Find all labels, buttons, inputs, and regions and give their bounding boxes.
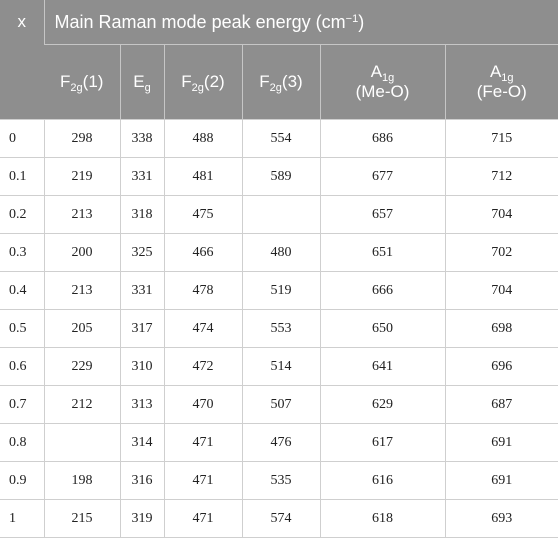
- table-cell: 641: [319, 347, 445, 386]
- table-cell: 616: [319, 461, 445, 500]
- table-cell: 481: [163, 157, 242, 196]
- row-x-value: 1: [0, 499, 44, 538]
- table-cell: 213: [43, 271, 120, 310]
- table-cell: 198: [43, 461, 120, 500]
- table-row: 0.3 200 325 466 480 651 702: [0, 233, 558, 272]
- table-row: 0.1 219 331 481 589 677 712: [0, 157, 558, 196]
- table-cell: 677: [319, 157, 445, 196]
- table-cell: 470: [163, 385, 242, 424]
- header-f2g-1: F2g(1): [44, 44, 120, 120]
- table-cell: 657: [319, 195, 445, 234]
- table-cell: 310: [119, 347, 164, 386]
- table-cell: 331: [119, 157, 164, 196]
- table-cell: [43, 423, 120, 462]
- table-cell: 691: [444, 461, 558, 500]
- table-cell: 318: [119, 195, 164, 234]
- row-x-value: 0.7: [0, 385, 44, 424]
- table-cell: 666: [319, 271, 445, 310]
- row-x-value: 0.2: [0, 195, 44, 234]
- header-a1g-fe-o: A1g (Fe-O): [444, 44, 558, 120]
- table-cell: 507: [241, 385, 320, 424]
- row-x-value: 0.6: [0, 347, 44, 386]
- table-cell: 313: [119, 385, 164, 424]
- row-x-value: 0.1: [0, 157, 44, 196]
- row-x-value: 0: [0, 119, 44, 158]
- table-cell: [241, 195, 320, 234]
- table-cell: 475: [163, 195, 242, 234]
- row-x-value: 0.9: [0, 461, 44, 500]
- table-cell: 212: [43, 385, 120, 424]
- table-cell: 693: [444, 499, 558, 538]
- header-x: x: [0, 0, 44, 120]
- table-header: x Main Raman mode peak energy (cm−1) F2g…: [0, 0, 558, 120]
- row-x-value: 0.5: [0, 309, 44, 348]
- table-cell: 618: [319, 499, 445, 538]
- table-cell: 338: [119, 119, 164, 158]
- table-cell: 702: [444, 233, 558, 272]
- header-a1g-me-o: A1g (Me-O): [319, 44, 445, 120]
- table-row: 0.4 213 331 478 519 666 704: [0, 271, 558, 310]
- table-cell: 686: [319, 119, 445, 158]
- table-cell: 471: [163, 461, 242, 500]
- header-f2g-3: F2g(3): [241, 44, 320, 120]
- table-cell: 478: [163, 271, 242, 310]
- table-cell: 535: [241, 461, 320, 500]
- table-cell: 488: [163, 119, 242, 158]
- table-cell: 215: [43, 499, 120, 538]
- table-cell: 213: [43, 195, 120, 234]
- table-cell: 298: [43, 119, 120, 158]
- table-body: 0 298 338 488 554 686 715 0.1 219 331 481 589 677 712…: [0, 119, 558, 538]
- table-row: 1 215 319 471 574 618 693: [0, 499, 558, 538]
- table-row: 0.7 212 313 470 507 629 687: [0, 385, 558, 424]
- table-row: 0.9 198 316 471 535 616 691: [0, 461, 558, 500]
- table-cell: 480: [241, 233, 320, 272]
- table-cell: 331: [119, 271, 164, 310]
- table-title: Main Raman mode peak energy (cm−1): [43, 0, 558, 45]
- table-cell: 519: [241, 271, 320, 310]
- table-cell: 589: [241, 157, 320, 196]
- table-cell: 476: [241, 423, 320, 462]
- table-cell: 471: [163, 423, 242, 462]
- table-cell: 553: [241, 309, 320, 348]
- table-cell: 205: [43, 309, 120, 348]
- table-cell: 698: [444, 309, 558, 348]
- table-cell: 651: [319, 233, 445, 272]
- table-cell: 466: [163, 233, 242, 272]
- table-cell: 704: [444, 271, 558, 310]
- table-cell: 316: [119, 461, 164, 500]
- table-cell: 687: [444, 385, 558, 424]
- row-x-value: 0.3: [0, 233, 44, 272]
- table-cell: 554: [241, 119, 320, 158]
- table-row: 0.6 229 310 472 514 641 696: [0, 347, 558, 386]
- table-cell: 200: [43, 233, 120, 272]
- table-row: 0.2 213 318 475 657 704: [0, 195, 558, 234]
- table-cell: 472: [163, 347, 242, 386]
- table-cell: 704: [444, 195, 558, 234]
- table-cell: 712: [444, 157, 558, 196]
- row-x-value: 0.4: [0, 271, 44, 310]
- table-cell: 471: [163, 499, 242, 538]
- table-cell: 650: [319, 309, 445, 348]
- table-cell: 474: [163, 309, 242, 348]
- table-cell: 691: [444, 423, 558, 462]
- table-cell: 319: [119, 499, 164, 538]
- table-cell: 629: [319, 385, 445, 424]
- table-cell: 219: [43, 157, 120, 196]
- table-cell: 514: [241, 347, 320, 386]
- table-cell: 574: [241, 499, 320, 538]
- table-row: 0 298 338 488 554 686 715: [0, 119, 558, 158]
- table-cell: 229: [43, 347, 120, 386]
- row-x-value: 0.8: [0, 423, 44, 462]
- table-row: 0.5 205 317 474 553 650 698: [0, 309, 558, 348]
- table-cell: 617: [319, 423, 445, 462]
- table-cell: 696: [444, 347, 558, 386]
- table-cell: 317: [119, 309, 164, 348]
- table-cell: 715: [444, 119, 558, 158]
- header-f2g-2: F2g(2): [163, 44, 242, 120]
- table-cell: 314: [119, 423, 164, 462]
- table-cell: 325: [119, 233, 164, 272]
- header-eg: Eg: [119, 44, 164, 120]
- table-row: 0.8 314 471 476 617 691: [0, 423, 558, 462]
